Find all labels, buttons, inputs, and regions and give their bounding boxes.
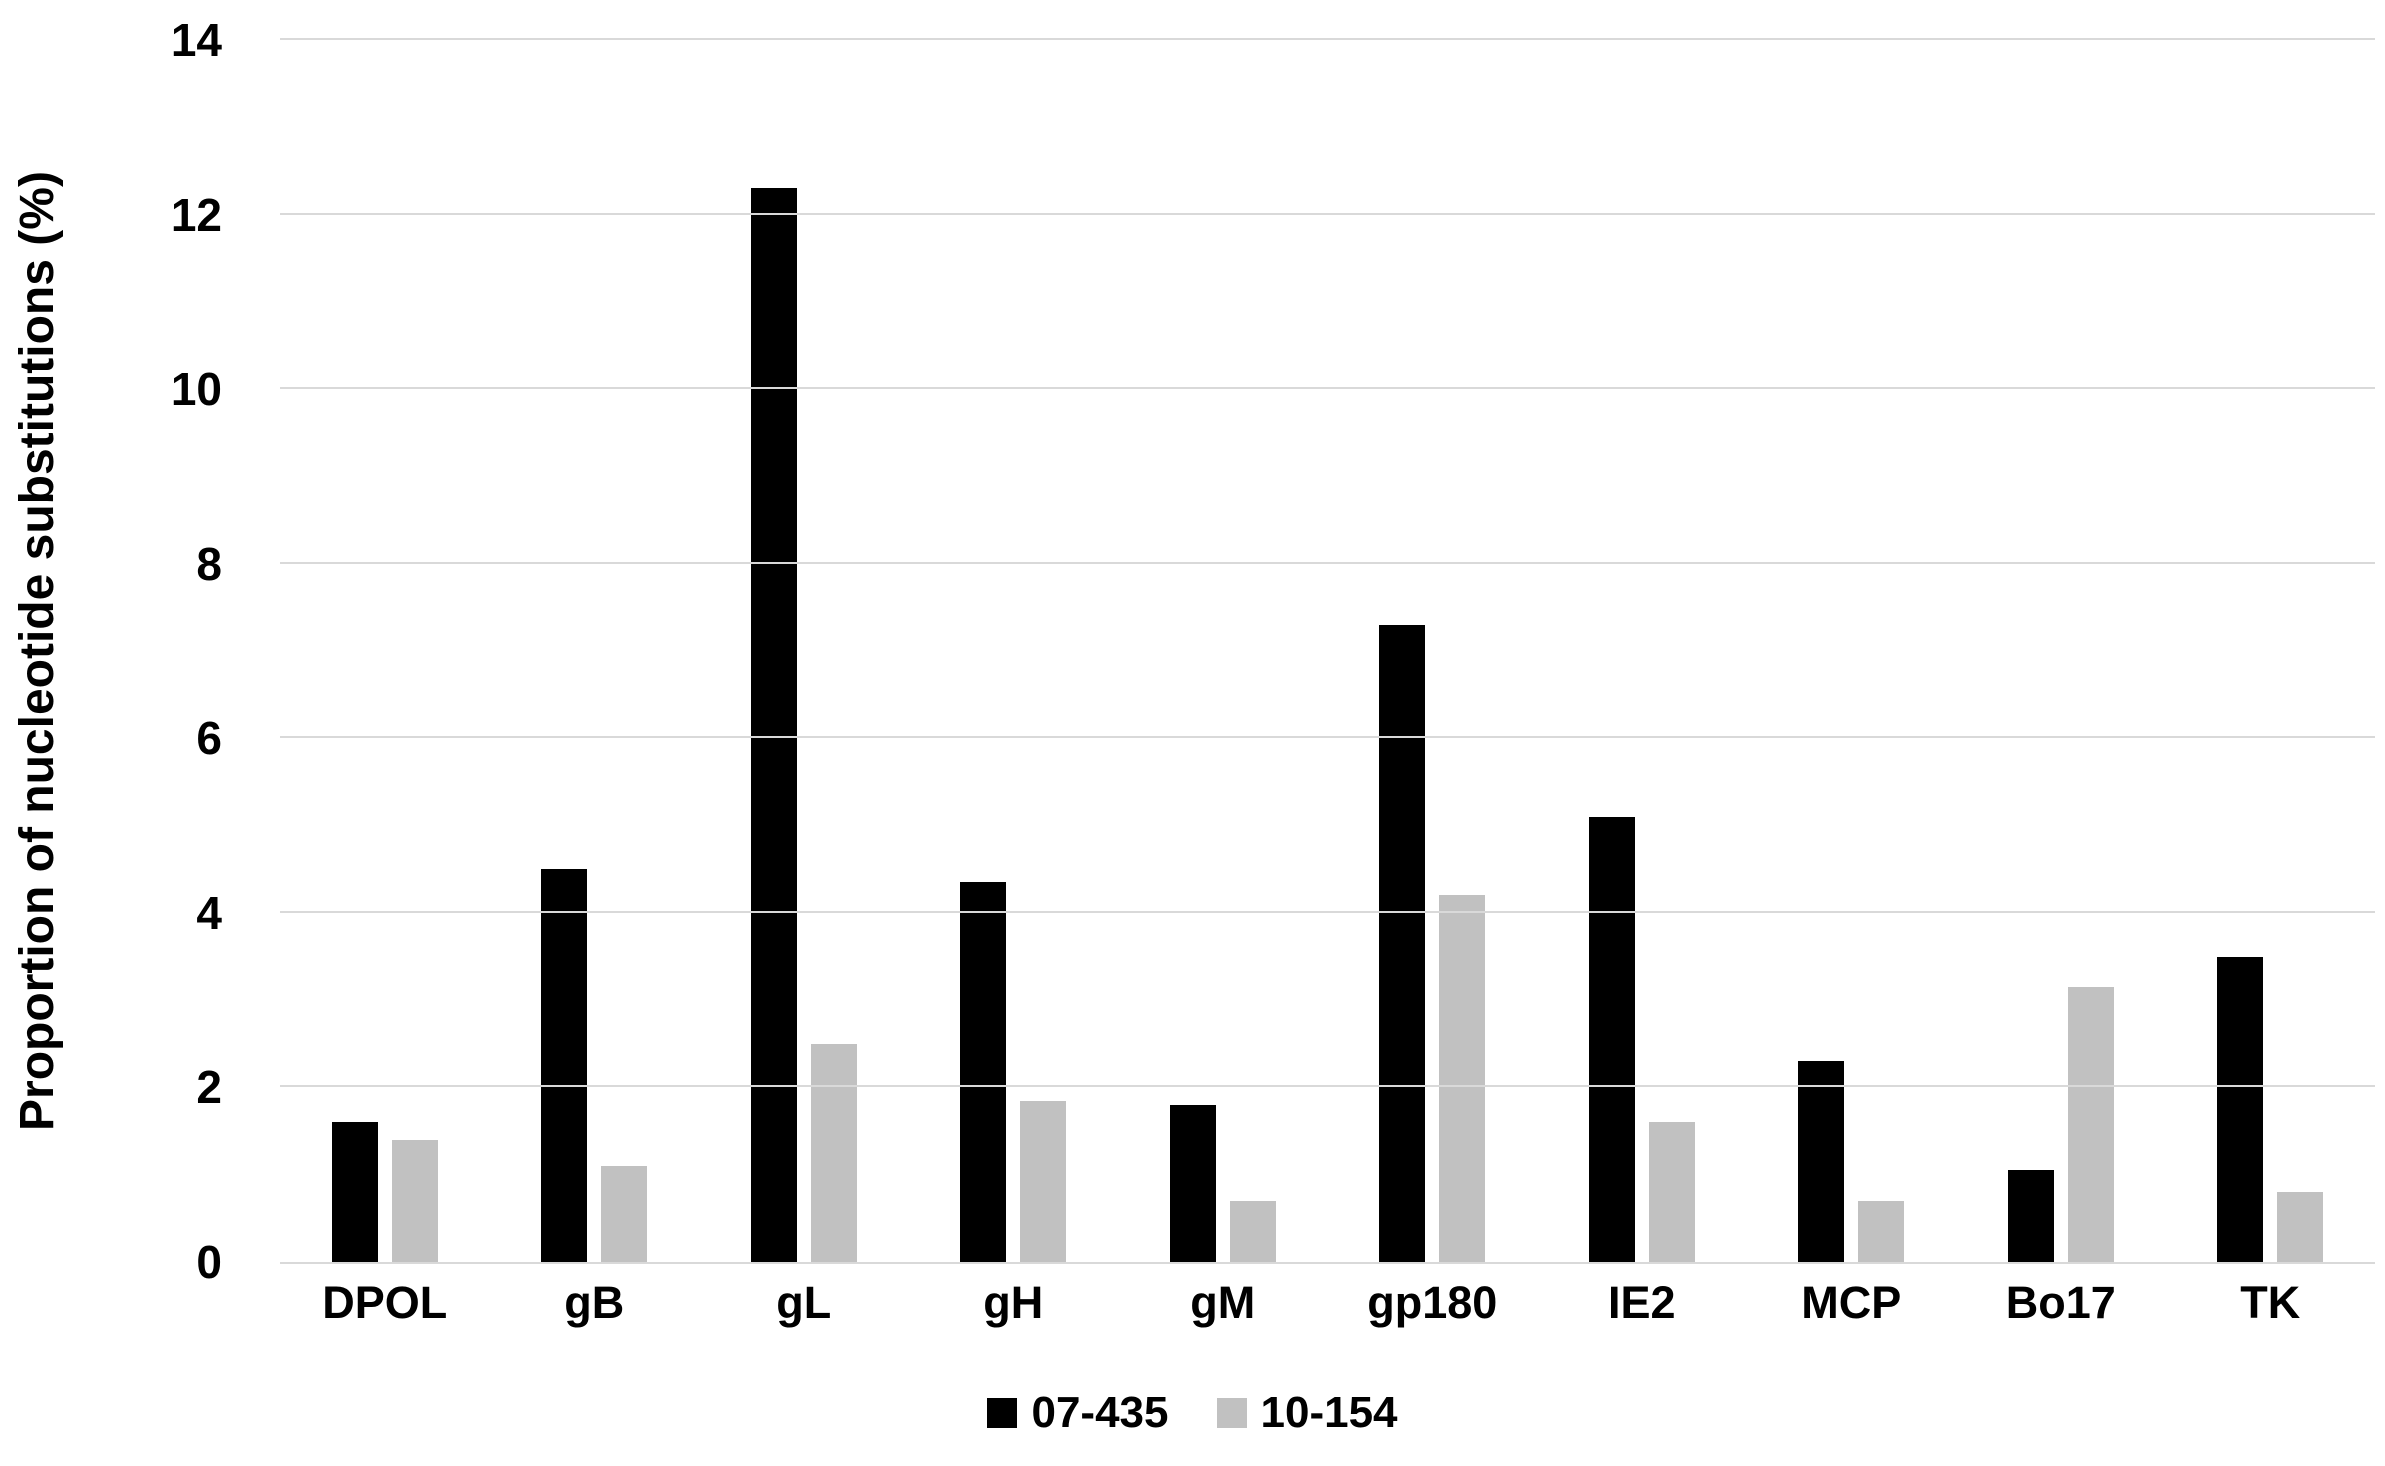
bar-10-154-IE2 bbox=[1648, 1122, 1695, 1262]
gridline-4 bbox=[280, 910, 2375, 913]
bar-group-IE2 bbox=[1537, 40, 1747, 1262]
bars-row bbox=[280, 40, 2375, 1262]
bar-07-435-gL bbox=[750, 188, 797, 1262]
bar-group-TK bbox=[2166, 40, 2376, 1262]
x-label-gL: gL bbox=[776, 1277, 832, 1328]
x-label-gH: gH bbox=[983, 1277, 1044, 1328]
x-label-gB: gB bbox=[564, 1277, 625, 1328]
bar-07-435-TK bbox=[2217, 956, 2264, 1262]
x-label-IE2: IE2 bbox=[1607, 1277, 1676, 1328]
bar-07-435-gH bbox=[960, 882, 1007, 1262]
y-tick-6: 6 bbox=[196, 712, 222, 765]
y-tick-2: 2 bbox=[196, 1061, 222, 1114]
x-label-DPOL: DPOL bbox=[322, 1277, 448, 1328]
legend-label-series1: 07-435 bbox=[1031, 1388, 1169, 1437]
x-label-TK: TK bbox=[2240, 1277, 2301, 1328]
y-tick-8: 8 bbox=[196, 537, 222, 590]
legend-swatch-gray bbox=[1216, 1398, 1247, 1428]
x-label-gp180: gp180 bbox=[1367, 1277, 1498, 1328]
bar-10-154-DPOL bbox=[391, 1139, 438, 1262]
x-label-MCP: MCP bbox=[1801, 1277, 1902, 1328]
y-tick-12: 12 bbox=[170, 188, 222, 241]
bar-10-154-TK bbox=[2277, 1192, 2324, 1262]
bar-group-gL bbox=[699, 40, 909, 1262]
legend-item-series1: 07-435 bbox=[987, 1388, 1169, 1438]
plot-area bbox=[280, 38, 2375, 1264]
y-tick-4: 4 bbox=[196, 886, 222, 939]
bar-07-435-MCP bbox=[1798, 1061, 1845, 1262]
y-tick-0: 0 bbox=[196, 1236, 222, 1288]
bar-07-435-IE2 bbox=[1588, 816, 1635, 1262]
x-label-Bo17: Bo17 bbox=[2005, 1277, 2116, 1328]
gridline-14 bbox=[280, 38, 2375, 40]
bar-10-154-gB bbox=[601, 1166, 648, 1262]
bar-07-435-gp180 bbox=[1379, 624, 1426, 1262]
bar-group-MCP bbox=[1747, 40, 1957, 1262]
bar-group-DPOL bbox=[280, 40, 490, 1262]
gridline-6 bbox=[280, 736, 2375, 739]
y-tick-10: 10 bbox=[170, 363, 222, 416]
bar-07-435-gB bbox=[541, 869, 588, 1262]
legend-label-series2: 10-154 bbox=[1260, 1388, 1398, 1437]
x-label-gM: gM bbox=[1190, 1277, 1256, 1328]
bar-10-154-gM bbox=[1229, 1200, 1276, 1262]
legend: 07-435 10-154 bbox=[0, 1388, 2385, 1438]
bar-10-154-gL bbox=[810, 1043, 857, 1262]
bar-07-435-Bo17 bbox=[2007, 1170, 2054, 1262]
y-tick-14: 14 bbox=[170, 14, 222, 66]
gridline-8 bbox=[280, 561, 2375, 564]
gridline-2 bbox=[280, 1085, 2375, 1088]
bar-10-154-MCP bbox=[1858, 1200, 1905, 1262]
bar-10-154-Bo17 bbox=[2067, 987, 2114, 1262]
bar-group-gM bbox=[1118, 40, 1328, 1262]
bar-group-gH bbox=[909, 40, 1119, 1262]
gridline-10 bbox=[280, 387, 2375, 390]
x-axis-labels: DPOL gB gL gH gM gp180 IE2 MCP Bo17 TK bbox=[280, 1278, 2375, 1328]
bar-10-154-gp180 bbox=[1439, 895, 1486, 1262]
bar-07-435-gM bbox=[1169, 1104, 1216, 1262]
bar-07-435-DPOL bbox=[331, 1122, 378, 1262]
bar-group-Bo17 bbox=[1956, 40, 2166, 1262]
bar-group-gB bbox=[490, 40, 700, 1262]
y-axis-ticks: 0 2 4 6 8 10 12 14 bbox=[0, 17, 280, 1285]
legend-swatch-black bbox=[987, 1398, 1018, 1428]
bar-group-gp180 bbox=[1328, 40, 1538, 1262]
bar-10-154-gH bbox=[1020, 1100, 1067, 1262]
legend-item-series2: 10-154 bbox=[1216, 1388, 1398, 1438]
gridline-12 bbox=[280, 212, 2375, 215]
